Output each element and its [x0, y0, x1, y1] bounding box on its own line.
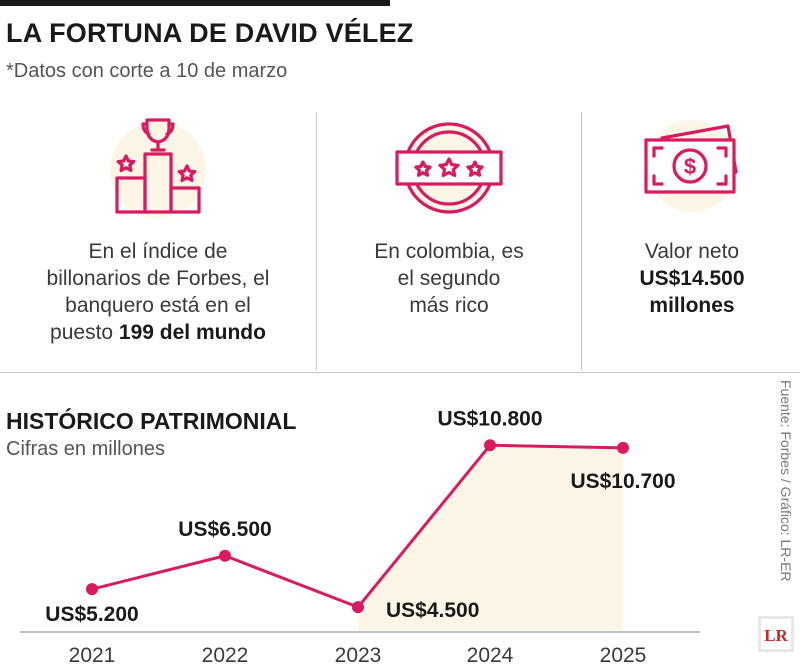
data-label: US$10.800: [437, 407, 542, 430]
column-divider: [581, 112, 582, 370]
fact-line: En colombia, es: [374, 240, 524, 263]
fact-line: más rico: [409, 294, 489, 317]
fact-net-worth: $ Valor neto US$14.500 millones: [584, 112, 800, 372]
data-label: US$6.500: [178, 518, 271, 541]
data-point: [484, 439, 496, 452]
fact-forbes-rank: En el índice de billonarios de Forbes, e…: [0, 112, 316, 372]
x-tick-label: 2025: [600, 644, 647, 666]
x-tick-label: 2021: [69, 644, 116, 666]
chart-subtitle: Cifras en millones: [6, 438, 165, 460]
column-divider: [316, 112, 317, 370]
fact-line: En el índice de: [88, 240, 228, 263]
data-label: US$4.500: [386, 599, 479, 622]
data-point: [352, 601, 364, 614]
fact-colombia-rank: En colombia, es el segundo más rico: [318, 112, 580, 372]
net-worth-value: US$14.500: [639, 267, 745, 290]
x-tick-label: 2022: [202, 644, 249, 666]
data-point: [219, 549, 231, 562]
page-title: LA FORTUNA DE DAVID VÉLEZ: [6, 18, 414, 48]
chart-title: HISTÓRICO PATRIMONIAL: [6, 408, 297, 434]
page-subtitle: *Datos con corte a 10 de marzo: [6, 60, 288, 82]
section-divider: [0, 372, 800, 373]
svg-text:$: $: [684, 154, 696, 179]
fact-line: Valor neto: [644, 240, 740, 263]
fact-line: el segundo: [397, 267, 501, 290]
data-label: US$5.200: [45, 603, 138, 626]
x-tick-label: 2023: [335, 644, 382, 666]
data-label: US$10.700: [570, 470, 675, 493]
area-highlight: [358, 445, 623, 630]
data-point: [617, 441, 629, 454]
fact-line: billonarios de Forbes, el: [46, 267, 270, 290]
stars-badge-icon: [395, 122, 503, 214]
svg-text:LR: LR: [764, 626, 788, 645]
rank-value: 199 del mundo: [118, 321, 266, 344]
fact-line: banquero está en el: [65, 294, 251, 317]
lr-logo: LR: [758, 616, 794, 652]
trophy-podium-icon: [110, 118, 206, 218]
fact-line: puesto 199 del mundo: [50, 321, 266, 344]
banknotes-icon: $: [644, 120, 738, 212]
top-rule: [0, 0, 390, 6]
data-point: [86, 583, 98, 596]
source-credit: Fuente: Forbes / Gráfico: LR-ER: [778, 380, 794, 582]
x-tick-label: 2024: [467, 644, 514, 666]
net-worth-unit: millones: [649, 294, 735, 317]
